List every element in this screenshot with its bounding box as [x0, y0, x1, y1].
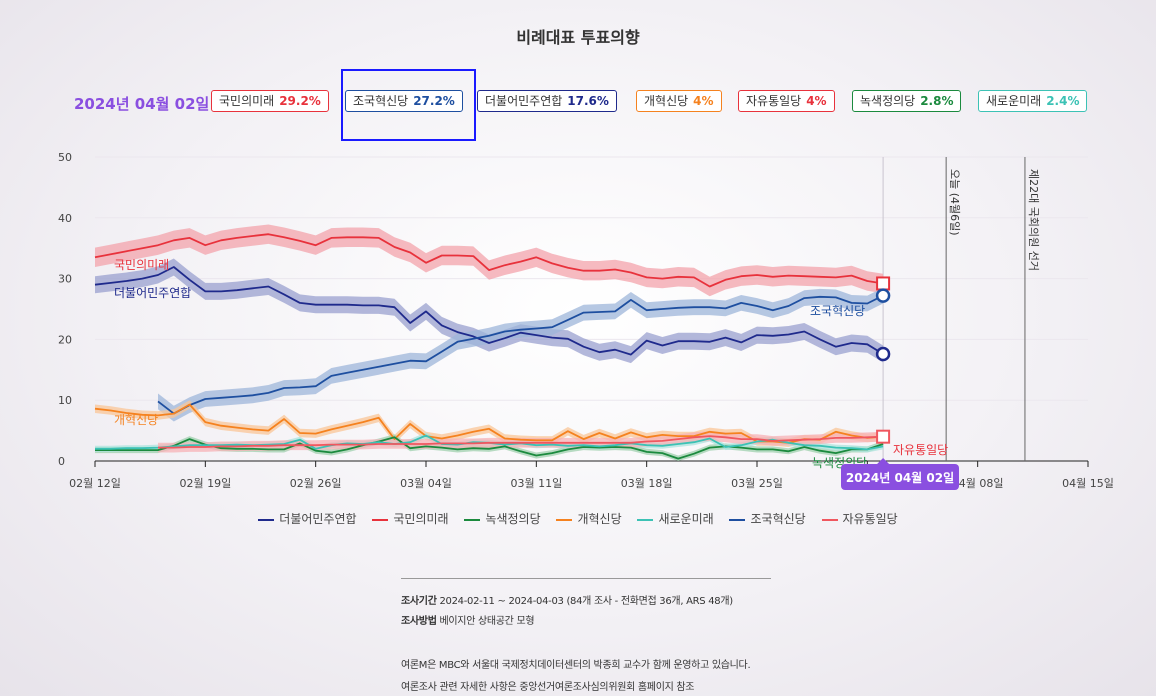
legend-label: 조국혁신당 — [750, 512, 806, 526]
legend-item[interactable]: 개혁신당 — [556, 510, 622, 527]
period-value: 2024-02-11 ~ 2024-04-03 (84개 조사 - 전화면접 3… — [439, 596, 734, 607]
series-inline-label: 개혁신당 — [114, 413, 158, 427]
end-point-marker — [875, 346, 891, 362]
selection-highlight-box — [341, 69, 476, 141]
end-point-marker — [875, 288, 891, 303]
notes-line1: 여론M은 MBC와 서울대 국제정치데이터센터의 박종희 교수가 함께 운영하고… — [401, 660, 751, 671]
legend-label: 국민의미래 — [393, 512, 449, 526]
legend-item[interactable]: 새로운미래 — [637, 510, 714, 527]
badge-녹색정의당[interactable]: 녹색정의당 2.8% — [852, 90, 962, 112]
confidence-band — [95, 224, 884, 297]
badge-pct: 2.8% — [920, 94, 954, 108]
badge-pct: 4% — [806, 94, 827, 108]
legend-item[interactable]: 녹색정의당 — [464, 510, 541, 527]
series-line — [158, 435, 884, 449]
x-tick-label: 03월 11일 — [510, 476, 562, 490]
notes-divider — [401, 578, 771, 579]
date-tooltip — [841, 464, 959, 490]
badge-name: 녹색정의당 — [860, 94, 916, 108]
legend-label: 새로운미래 — [658, 512, 714, 526]
badge-name: 개혁신당 — [644, 94, 689, 108]
series-inline-label: 국민의미래 — [114, 258, 169, 272]
badge-name: 조국혁신당 — [353, 94, 409, 108]
end-point-marker — [876, 276, 891, 291]
badge-pct: 27.2% — [413, 94, 455, 108]
current-date-label: 2024년 04월 02일 — [74, 95, 210, 113]
x-tick-label: 03월 18일 — [621, 476, 673, 490]
y-tick-label: 0 — [58, 455, 65, 468]
badge-pct: 17.6% — [567, 94, 609, 108]
method-value: 베이지안 상태공간 모형 — [439, 616, 535, 627]
chart-title: 비례대표 투표의향 — [516, 28, 640, 47]
badge-조국혁신당[interactable]: 조국혁신당 27.2% — [345, 90, 463, 112]
x-tick-label: 03월 25일 — [731, 476, 783, 490]
badge-새로운미래[interactable]: 새로운미래 2.4% — [978, 90, 1088, 112]
y-tick-label: 40 — [58, 212, 72, 225]
y-tick-label: 10 — [58, 394, 72, 407]
badge-pct: 2.4% — [1046, 94, 1080, 108]
confidence-band — [95, 258, 884, 364]
period-label: 조사기간 — [401, 596, 437, 607]
legend-label: 자유통일당 — [842, 512, 898, 526]
x-tick-label: 02월 12일 — [69, 476, 121, 490]
notes-method: 조사방법 베이지안 상태공간 모형 — [401, 612, 535, 627]
election-label: 제22대 국회의원 선거 — [1027, 169, 1040, 271]
badge-name: 국민의미래 — [219, 94, 275, 108]
legend-item[interactable]: 조국혁신당 — [729, 510, 806, 527]
confidence-band — [158, 287, 884, 422]
x-tick-label: 02월 19일 — [179, 476, 231, 490]
badge-name: 자유통일당 — [746, 94, 802, 108]
badge-name: 더불어민주연합 — [485, 94, 563, 108]
series-line — [94, 233, 884, 288]
notes-period: 조사기간 2024-02-11 ~ 2024-04-03 (84개 조사 - 전… — [401, 592, 733, 607]
badge-name: 새로운미래 — [986, 94, 1042, 108]
line-chart[interactable]: 0 10 20 30 40 50 02월 12일 02월 19일 02월 26일 03월 04일 0… — [0, 0, 1156, 500]
legend: 더불어민주연합 국민의미래 녹색정의당 개혁신당 새로운미래 조국혁신당 자유통… — [0, 510, 1156, 527]
y-tick-label: 20 — [58, 333, 72, 346]
badge-자유통일당[interactable]: 자유통일당 4% — [738, 90, 835, 112]
legend-item[interactable]: 자유통일당 — [821, 510, 898, 527]
x-tick-label: 04월 15일 — [1062, 476, 1114, 490]
today-label: 오늘 (4월6일) — [948, 169, 962, 236]
badge-국민의미래[interactable]: 국민의미래 29.2% — [211, 90, 329, 112]
badge-pct: 29.2% — [279, 94, 321, 108]
legend-label: 녹색정의당 — [485, 512, 541, 526]
x-tick-label: 04월 08일 — [952, 476, 1004, 490]
notes-line2: 여론조사 관련 자세한 사항은 중앙선거여론조사심의위원회 홈페이지 참조 — [401, 682, 695, 693]
badge-개혁신당[interactable]: 개혁신당 4% — [636, 90, 722, 112]
y-tick-label: 30 — [58, 273, 72, 286]
legend-item[interactable]: 더불어민주연합 — [258, 510, 357, 527]
legend-label: 개혁신당 — [577, 512, 622, 526]
method-label: 조사방법 — [401, 616, 437, 627]
legend-item[interactable]: 국민의미래 — [372, 510, 449, 527]
date-tooltip-label: 2024년 04월 02일 — [846, 470, 954, 485]
badge-pct: 4% — [693, 94, 714, 108]
x-tick-label: 03월 04일 — [400, 476, 452, 490]
series-inline-label: 조국혁신당 — [810, 304, 865, 318]
badge-더불어민주연합[interactable]: 더불어민주연합 17.6% — [477, 90, 617, 112]
x-tick-label: 02월 26일 — [290, 476, 342, 490]
series-line — [94, 266, 884, 356]
date-tooltip-pointer — [877, 458, 890, 464]
series-inline-label: 자유통일당 — [893, 443, 948, 457]
y-tick-label: 50 — [58, 151, 72, 164]
series-line — [95, 436, 884, 460]
legend-label: 더불어민주연합 — [279, 512, 357, 526]
end-point-marker — [876, 429, 891, 444]
series-inline-label: 더불어민주연합 — [114, 286, 191, 300]
series-line — [157, 294, 884, 415]
